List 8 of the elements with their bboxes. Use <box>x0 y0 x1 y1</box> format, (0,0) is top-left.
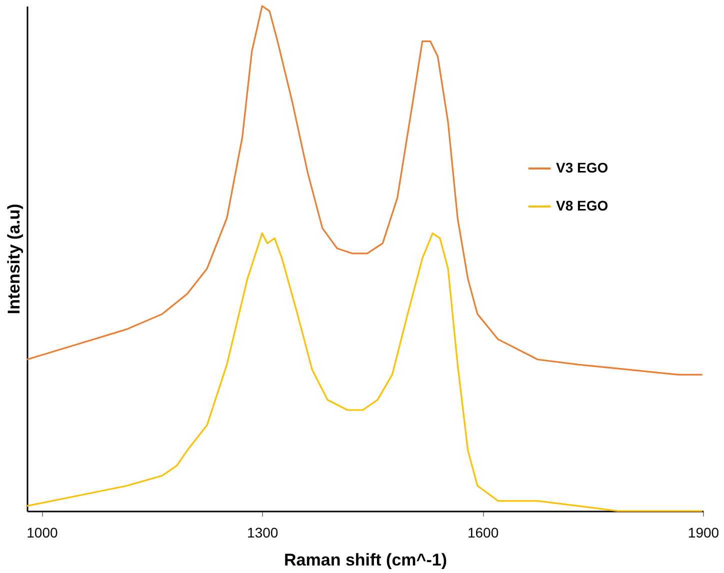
legend-label: V3 EGO <box>556 160 608 176</box>
x-tick-label: 1300 <box>247 524 278 540</box>
legend-label: V8 EGO <box>556 198 608 214</box>
y-axis-title: Intensity (a.u) <box>4 204 24 314</box>
x-tick-label: 1000 <box>26 524 58 540</box>
x-axis-title: Raman shift (cm^-1) <box>284 550 447 570</box>
x-tick-label: 1600 <box>467 524 499 540</box>
x-tick-label: 1900 <box>688 524 720 540</box>
